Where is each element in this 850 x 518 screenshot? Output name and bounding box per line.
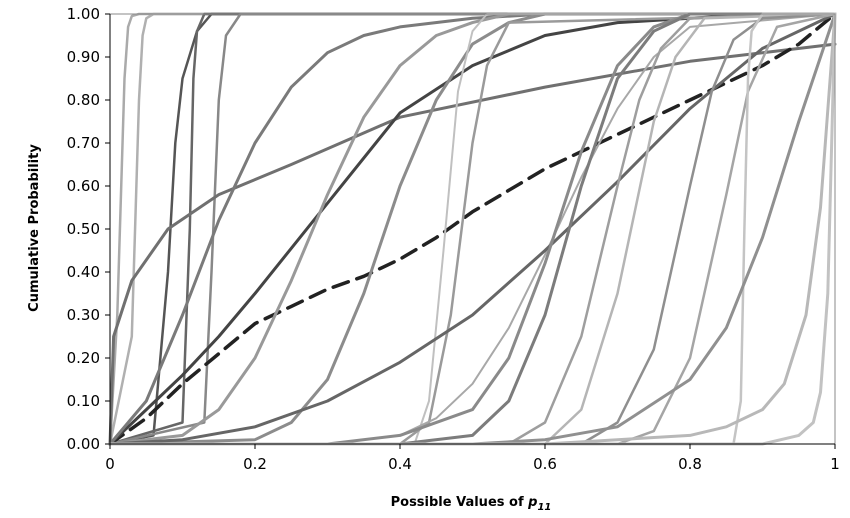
- series-line-10: [108, 12, 837, 446]
- series-layer: [108, 12, 837, 446]
- series-line-21: [108, 12, 837, 446]
- y-tick-label: 0.00: [67, 435, 100, 453]
- x-tick-labels: 0 0.2 0.4 0.6 0.8 1: [105, 444, 840, 473]
- x-tick-label: 0.8: [678, 455, 702, 473]
- y-tick-label: 0.20: [67, 349, 100, 367]
- series-line-12: [109, 13, 836, 445]
- series-line-13: [108, 12, 837, 446]
- y-tick-label: 0.40: [67, 263, 100, 281]
- x-tick-label: 1: [830, 455, 840, 473]
- y-tick-label: 0.90: [67, 48, 100, 66]
- series-line-18: [108, 12, 837, 446]
- series-line-16: [108, 12, 837, 446]
- x-tick-label: 0.2: [243, 455, 267, 473]
- series-line-6: [108, 42, 837, 446]
- x-axis-title-subscript: 11: [537, 502, 551, 513]
- y-tick-label: 0.80: [67, 91, 100, 109]
- y-tick-label: 0.70: [67, 134, 100, 152]
- y-axis-title: Cumulative Probability: [27, 144, 42, 312]
- x-axis-title-variable: p: [527, 495, 537, 510]
- y-tick-label: 0.50: [67, 220, 100, 238]
- x-axis-title-text: Possible Values of: [391, 495, 529, 510]
- series-line-20: [108, 12, 837, 446]
- x-tick-label: 0.6: [533, 455, 557, 473]
- series-line-22: [108, 12, 837, 446]
- y-tick-label: 0.30: [67, 306, 100, 324]
- x-tick-label: 0: [105, 455, 115, 473]
- x-axis-title: Possible Values of p11: [391, 495, 552, 513]
- y-tick-label: 1.00: [67, 5, 100, 23]
- series-line-24: [108, 12, 837, 446]
- y-tick-label: 0.10: [67, 392, 100, 410]
- y-tick-label: 0.60: [67, 177, 100, 195]
- series-line-17: [108, 12, 837, 446]
- y-tick-labels: 0.00 0.10 0.20 0.30 0.40 0.50 0.60 0.70 0.80 0.90…: [67, 5, 110, 453]
- x-tick-label: 0.4: [388, 455, 412, 473]
- series-line-11: [108, 12, 837, 446]
